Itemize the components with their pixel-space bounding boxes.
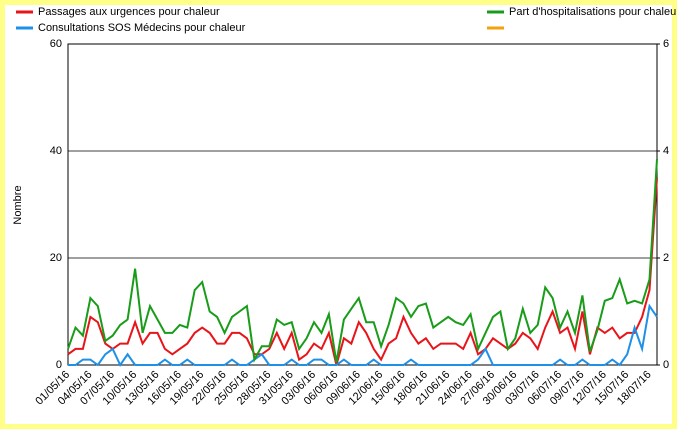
series-line	[67, 177, 658, 366]
y-tick-label: 60	[50, 38, 62, 50]
y2-tick-label: 2	[663, 252, 669, 264]
series-line	[67, 158, 658, 363]
legend-label: Part d'hospitalisations pour chaleur	[509, 6, 677, 18]
series-line	[68, 303, 658, 368]
y-tick-label: 0	[56, 359, 62, 371]
legend-label: Passages aux urgences pour chaleur	[38, 6, 220, 18]
y2-tick-label: 6	[663, 38, 669, 50]
y-axis-label: Nombre	[12, 185, 24, 224]
y-tick-label: 40	[50, 145, 62, 157]
legend-label: Consultations SOS Médecins pour chaleur	[38, 22, 246, 34]
y-tick-label: 20	[50, 252, 62, 264]
y2-tick-label: 0	[663, 359, 669, 371]
y2-tick-label: 4	[663, 145, 669, 157]
